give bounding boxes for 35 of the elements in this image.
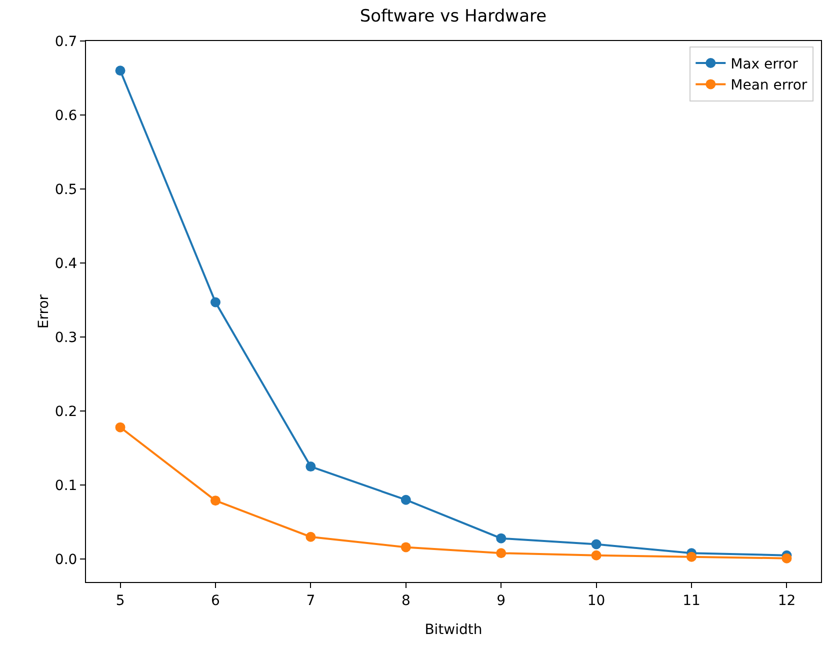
x-tick-label: 6: [211, 592, 220, 609]
y-tick-label: 0.5: [54, 182, 78, 198]
x-tick-label: 11: [682, 592, 700, 609]
y-tick-label: 0.4: [54, 256, 78, 272]
point: [591, 550, 602, 560]
x-axis-title: Bitwidth: [424, 622, 482, 638]
point: [306, 532, 316, 542]
y-tick-label: 0.6: [54, 108, 78, 124]
y-tick-label: 0.7: [54, 34, 78, 50]
point: [115, 66, 126, 76]
point: [496, 533, 506, 544]
point: [400, 542, 411, 552]
point: [115, 422, 126, 432]
x-tick-label: 7: [306, 592, 316, 609]
point: [496, 548, 506, 558]
x-tick-label: 8: [401, 592, 410, 609]
y-tick-label: 0.0: [54, 552, 78, 568]
point: [400, 494, 411, 505]
point: [591, 539, 602, 550]
point: [306, 462, 316, 472]
y-tick-label: 0.2: [54, 404, 78, 420]
chart-title: Software vs Hardware: [360, 6, 547, 27]
y-tick-label: 0.3: [54, 330, 78, 346]
legend-label: Max error: [730, 56, 798, 72]
y-axis-title: Error: [36, 294, 52, 329]
point: [782, 553, 792, 564]
point: [210, 496, 220, 506]
x-tick-label: 12: [778, 592, 796, 609]
y-tick-label: 0.1: [54, 478, 78, 494]
point: [686, 552, 697, 562]
x-tick-label: 10: [587, 592, 606, 609]
x-tick-label: 5: [116, 592, 125, 609]
x-tick-label: 9: [496, 592, 506, 609]
point: [210, 297, 220, 308]
legend-label: Mean error: [730, 78, 808, 94]
